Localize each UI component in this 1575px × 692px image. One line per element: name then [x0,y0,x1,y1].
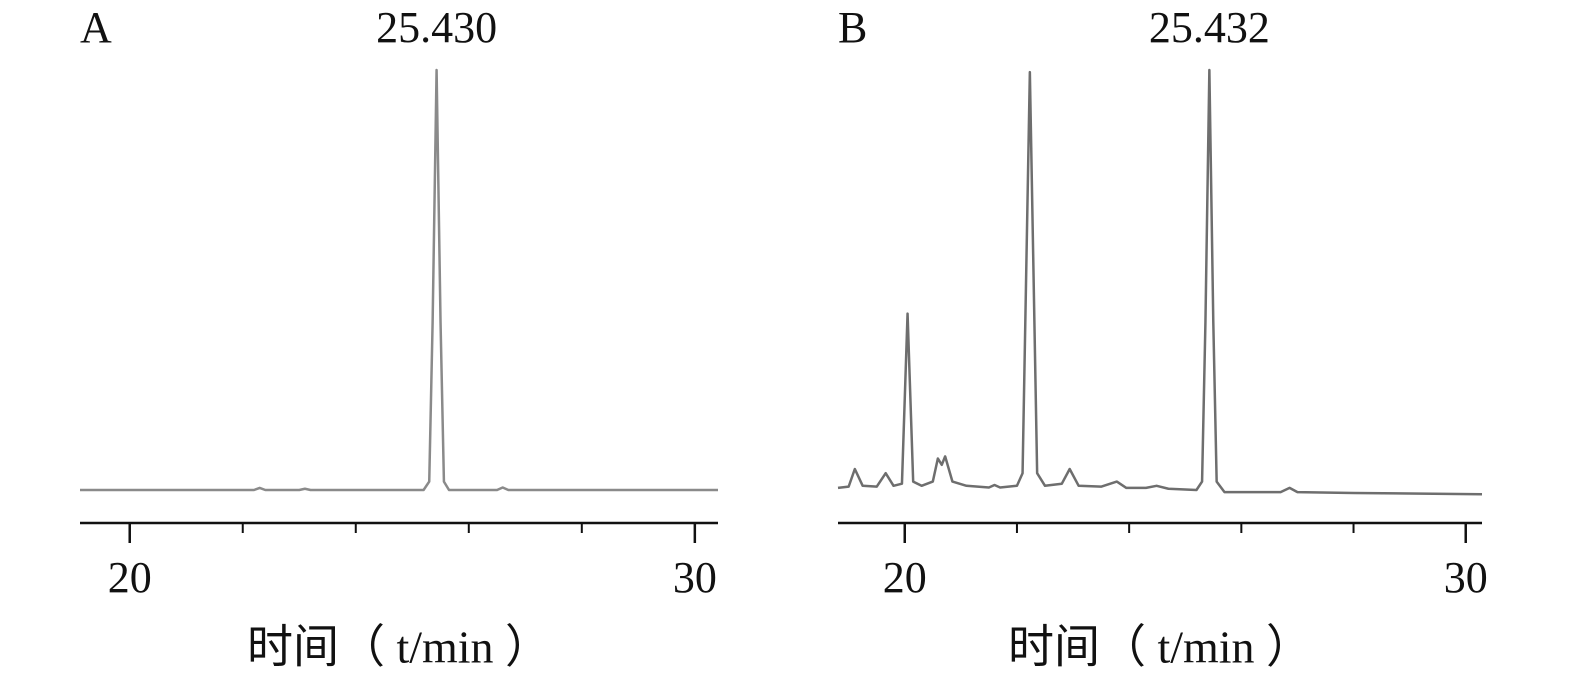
x-tick-label: 30 [1444,553,1488,602]
x-tick-label: 20 [883,553,927,602]
panel-label: B [838,3,867,52]
peak-label: 25.432 [1149,3,1270,52]
trace [837,68,1483,496]
x-axis-label: 时间（ t/min ） [247,622,551,673]
x-axis-label: 时间（ t/min ） [1008,622,1312,673]
x-tick-label: 20 [108,553,152,602]
panel-label: A [80,3,112,52]
x-tick-label: 30 [673,553,717,602]
trace [80,68,718,492]
peak-label: 25.430 [376,3,497,52]
